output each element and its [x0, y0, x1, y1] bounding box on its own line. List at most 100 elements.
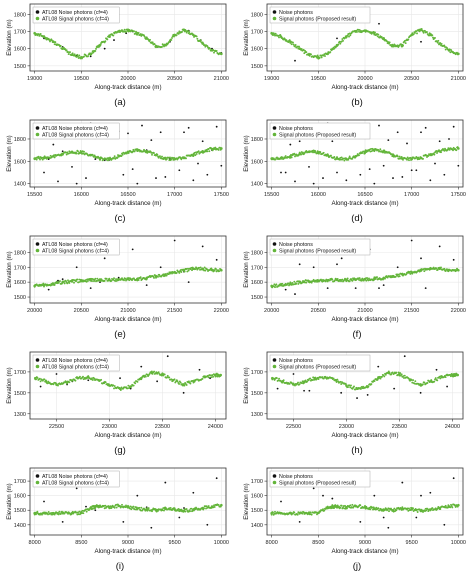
noise-point	[201, 140, 204, 143]
signal-photon	[339, 278, 342, 281]
noise-point	[298, 520, 301, 523]
noise-point	[85, 505, 87, 508]
noise-point	[215, 477, 218, 480]
signal-photon	[444, 504, 447, 507]
signal-point	[42, 35, 46, 38]
signal-photon	[370, 150, 373, 153]
signal-photon	[427, 154, 430, 157]
signal-point	[98, 505, 102, 508]
signal-point	[401, 157, 404, 160]
signal-photons-series	[270, 146, 460, 162]
y-tick-label: 1600	[251, 494, 263, 500]
signal-photon	[359, 388, 362, 390]
signal-photon	[340, 504, 343, 507]
x-tick-label: 23000	[339, 424, 354, 430]
signal-point	[317, 151, 320, 154]
noise-point	[326, 287, 329, 290]
signal-photon	[187, 380, 190, 383]
signal-photon	[407, 38, 410, 41]
y-tick-label: 1700	[14, 370, 26, 376]
y-axis-title: Elevation (m)	[6, 251, 13, 287]
signal-photon	[394, 510, 396, 513]
y-tick-label: 1500	[251, 508, 263, 514]
signal-photon	[454, 506, 457, 508]
signal-photon	[379, 148, 382, 151]
legend-marker-noise	[35, 242, 40, 246]
signal-point	[419, 28, 423, 32]
noise-point	[131, 168, 134, 171]
signal-photon	[416, 511, 419, 513]
x-tick-label: 22500	[49, 424, 64, 430]
noise-point	[403, 355, 406, 358]
signal-photon	[204, 269, 207, 272]
noise-point	[429, 179, 432, 182]
signal-photon	[83, 150, 85, 153]
chart-panel-h: 22500 23000 23500 24000 1300 1500 1700 Along-tr…	[237, 348, 474, 463]
signal-photon	[153, 276, 155, 279]
signal-photon	[139, 276, 142, 279]
panel-label: (a)	[114, 97, 126, 108]
noise-point	[443, 523, 446, 526]
x-tick-label: 17500	[214, 192, 229, 198]
signal-photon	[77, 513, 80, 516]
signal-photon	[417, 156, 420, 159]
signal-photon	[333, 47, 336, 50]
signal-point	[429, 380, 433, 383]
signal-photon	[133, 150, 136, 153]
signal-photon	[189, 510, 191, 513]
signal-photon	[78, 510, 81, 513]
noise-point	[298, 263, 301, 266]
signal-photon	[402, 375, 405, 377]
signal-point	[154, 153, 158, 157]
legend-entry: ATL08 Noise photons (cf=4)	[42, 126, 108, 132]
signal-point	[70, 280, 74, 283]
signal-photon	[66, 282, 69, 285]
x-axis-title: Along-track distance (m)	[94, 316, 161, 323]
signal-photon	[106, 38, 109, 41]
x-tick-label: 21000	[451, 76, 466, 82]
noise-point	[75, 182, 78, 185]
signal-photon	[55, 280, 58, 283]
noise-point	[434, 162, 436, 165]
signal-point	[401, 43, 404, 47]
noise-point	[438, 140, 441, 143]
noise-point	[173, 239, 176, 242]
signal-photon	[294, 45, 296, 48]
signal-point	[210, 268, 214, 272]
signal-photon	[272, 285, 275, 288]
signal-photon	[351, 279, 354, 282]
legend-entry: ATL08 Signal photons (cf=4)	[42, 249, 109, 255]
signal-photon	[168, 376, 171, 379]
x-axis-title: Along-track distance (m)	[94, 200, 161, 207]
y-axis-title: Elevation (m)	[6, 483, 13, 519]
signal-photon	[136, 380, 139, 383]
signal-photon	[422, 157, 424, 160]
signal-photon	[112, 34, 115, 37]
y-axis-title: Elevation (m)	[243, 19, 250, 55]
signal-point	[173, 271, 176, 274]
signal-photon	[73, 281, 75, 284]
signal-photon	[444, 376, 447, 379]
x-tick-label: 21500	[404, 308, 419, 314]
data-layer	[270, 22, 460, 62]
y-tick-label: 1800	[251, 250, 263, 256]
signal-point	[173, 157, 176, 161]
signal-photon	[39, 158, 41, 161]
signal-photon	[437, 39, 440, 42]
noise-point	[294, 59, 296, 62]
y-tick-label: 1600	[251, 47, 263, 53]
signal-photon	[92, 51, 95, 54]
noise-point	[396, 266, 399, 269]
signal-point	[108, 278, 111, 282]
chart-panel-b: 19000 19500 20000 20500 21000 1500 1600 1700 180…	[237, 0, 474, 115]
signal-point	[438, 267, 441, 271]
signal-photon	[91, 379, 94, 381]
noise-point	[368, 168, 371, 171]
signal-photon	[204, 505, 207, 508]
signal-photons-series	[33, 503, 223, 516]
chart-svg: 15500 16000 16500 17000 17500 1400 1600 1800 Alo…	[243, 119, 466, 224]
signal-photon	[343, 159, 346, 162]
legend-entry: ATL08 Signal photons (cf=4)	[42, 17, 109, 23]
signal-photon	[373, 380, 376, 383]
signal-photon	[398, 155, 401, 158]
